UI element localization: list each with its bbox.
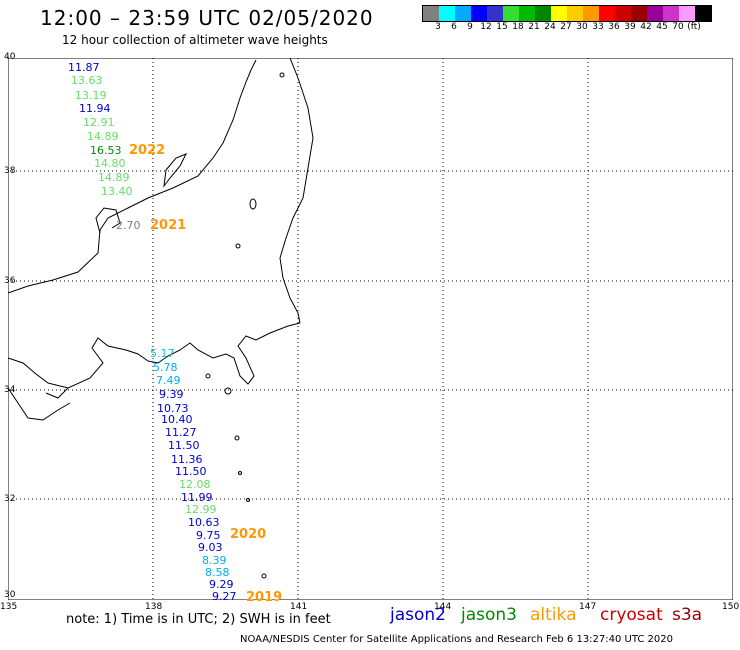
wave-reading: 13.63 (71, 74, 103, 87)
legend-jason3: jason3 (461, 605, 517, 625)
color-swatch (423, 6, 439, 21)
color-scale-labels: 3 6 9 12 15 18 21 24 27 30 33 36 39 42 45 70 (ft) (422, 22, 740, 36)
color-swatch (535, 6, 551, 21)
wave-reading: 9.03 (198, 541, 223, 554)
color-swatch (487, 6, 503, 21)
wave-reading: 9.39 (159, 388, 184, 401)
color-scale-label: 45 (656, 22, 668, 32)
lon-label-141: 141 (290, 602, 308, 612)
legend-s3a: s3a (672, 605, 703, 625)
legend-cryosat: cryosat (600, 605, 663, 625)
wave-reading: 14.89 (98, 171, 130, 184)
color-scale-label: 3 (435, 22, 441, 32)
year-label-2021: 2021 (150, 218, 187, 233)
lon-label-150: 150 (722, 602, 740, 612)
map-panel (7, 57, 734, 604)
lon-label-147: 147 (579, 602, 597, 612)
wave-reading: 12.91 (83, 116, 115, 129)
color-swatch (439, 6, 455, 21)
color-scale-label: 42 (640, 22, 652, 32)
lat-label-34: 34 (4, 385, 16, 395)
color-scale-label: 9 (467, 22, 473, 32)
color-swatch (519, 6, 535, 21)
color-swatch (615, 6, 631, 21)
year-label-2022: 2022 (129, 143, 166, 158)
map-subtitle: 12 hour collection of altimeter wave hei… (62, 33, 328, 47)
color-swatch (455, 6, 471, 21)
wave-reading: 14.80 (94, 157, 126, 170)
color-scale-label: 21 (528, 22, 540, 32)
wave-reading: 14.89 (87, 130, 119, 143)
footer-note: note: 1) Time is in UTC; 2) SWH is in fe… (66, 612, 331, 627)
lat-label-40: 40 (4, 52, 16, 62)
color-scale-label: 30 (576, 22, 588, 32)
wave-reading: 7.49 (156, 374, 181, 387)
color-scale-label: 18 (512, 22, 524, 32)
color-swatch (551, 6, 567, 21)
color-scale-label: 12 (480, 22, 492, 32)
wave-reading: 11.99 (181, 491, 213, 504)
color-scale-label: 36 (608, 22, 620, 32)
graticule (8, 58, 733, 600)
color-swatch (679, 6, 695, 21)
wave-reading: 11.36 (171, 453, 203, 466)
lat-label-30: 30 (4, 590, 16, 600)
wave-reading: 10.73 (157, 402, 189, 415)
wave-reading: 11.50 (175, 465, 207, 478)
wave-reading: 5.17 (150, 347, 175, 360)
wave-reading: 11.87 (68, 61, 100, 74)
lon-label-138: 138 (145, 602, 163, 612)
lat-label-38: 38 (4, 166, 16, 176)
wave-reading: 9.75 (196, 529, 221, 542)
wave-reading: 11.27 (165, 426, 197, 439)
wave-reading: 13.19 (75, 89, 107, 102)
color-scale-bar (422, 5, 712, 22)
wave-reading: 2.70 (116, 219, 141, 232)
lat-label-36: 36 (4, 276, 16, 286)
wave-reading: 9.29 (209, 578, 234, 591)
legend-altika: altika (530, 605, 577, 625)
color-swatch (647, 6, 663, 21)
color-scale-label: 70 (672, 22, 684, 32)
wave-reading: 11.50 (168, 439, 200, 452)
color-scale-label: 15 (496, 22, 508, 32)
lon-label-144: 144 (434, 602, 452, 612)
year-label-2020: 2020 (230, 527, 267, 542)
color-scale-label: 33 (592, 22, 604, 32)
wave-reading: 8.39 (202, 554, 227, 567)
wave-reading: 9.27 (212, 590, 237, 603)
color-swatch (471, 6, 487, 21)
color-swatch (503, 6, 519, 21)
color-scale-label: 39 (624, 22, 636, 32)
year-label-2019: 2019 (246, 590, 283, 605)
color-swatch (567, 6, 583, 21)
color-scale-label: 24 (544, 22, 556, 32)
color-swatch (599, 6, 615, 21)
wave-reading: 10.40 (161, 413, 193, 426)
color-swatch (663, 6, 679, 21)
wave-reading: 12.99 (185, 503, 217, 516)
coastline (7, 57, 314, 604)
color-scale-label: 6 (451, 22, 457, 32)
color-scale-label: (ft) (687, 22, 701, 32)
color-swatch (631, 6, 647, 21)
credit-line: NOAA/NESDIS Center for Satellite Applica… (240, 634, 673, 645)
wave-reading: 16.53 (90, 144, 122, 157)
wave-reading: 10.63 (188, 516, 220, 529)
color-scale-label: 27 (560, 22, 572, 32)
map-frame (7, 57, 734, 601)
color-swatch (695, 6, 711, 21)
map-canvas (7, 57, 734, 604)
wave-reading: 13.40 (101, 185, 133, 198)
wave-reading: 8.58 (205, 566, 230, 579)
wave-reading: 11.94 (79, 102, 111, 115)
color-swatch (583, 6, 599, 21)
legend-jason2: jason2 (390, 605, 446, 625)
lat-label-32: 32 (4, 494, 16, 504)
map-title: 12:00 – 23:59 UTC 02/05/2020 (40, 6, 374, 30)
wave-reading: 12.08 (179, 478, 211, 491)
wave-reading: 5.78 (153, 361, 178, 374)
lon-label-135: 135 (0, 602, 18, 612)
